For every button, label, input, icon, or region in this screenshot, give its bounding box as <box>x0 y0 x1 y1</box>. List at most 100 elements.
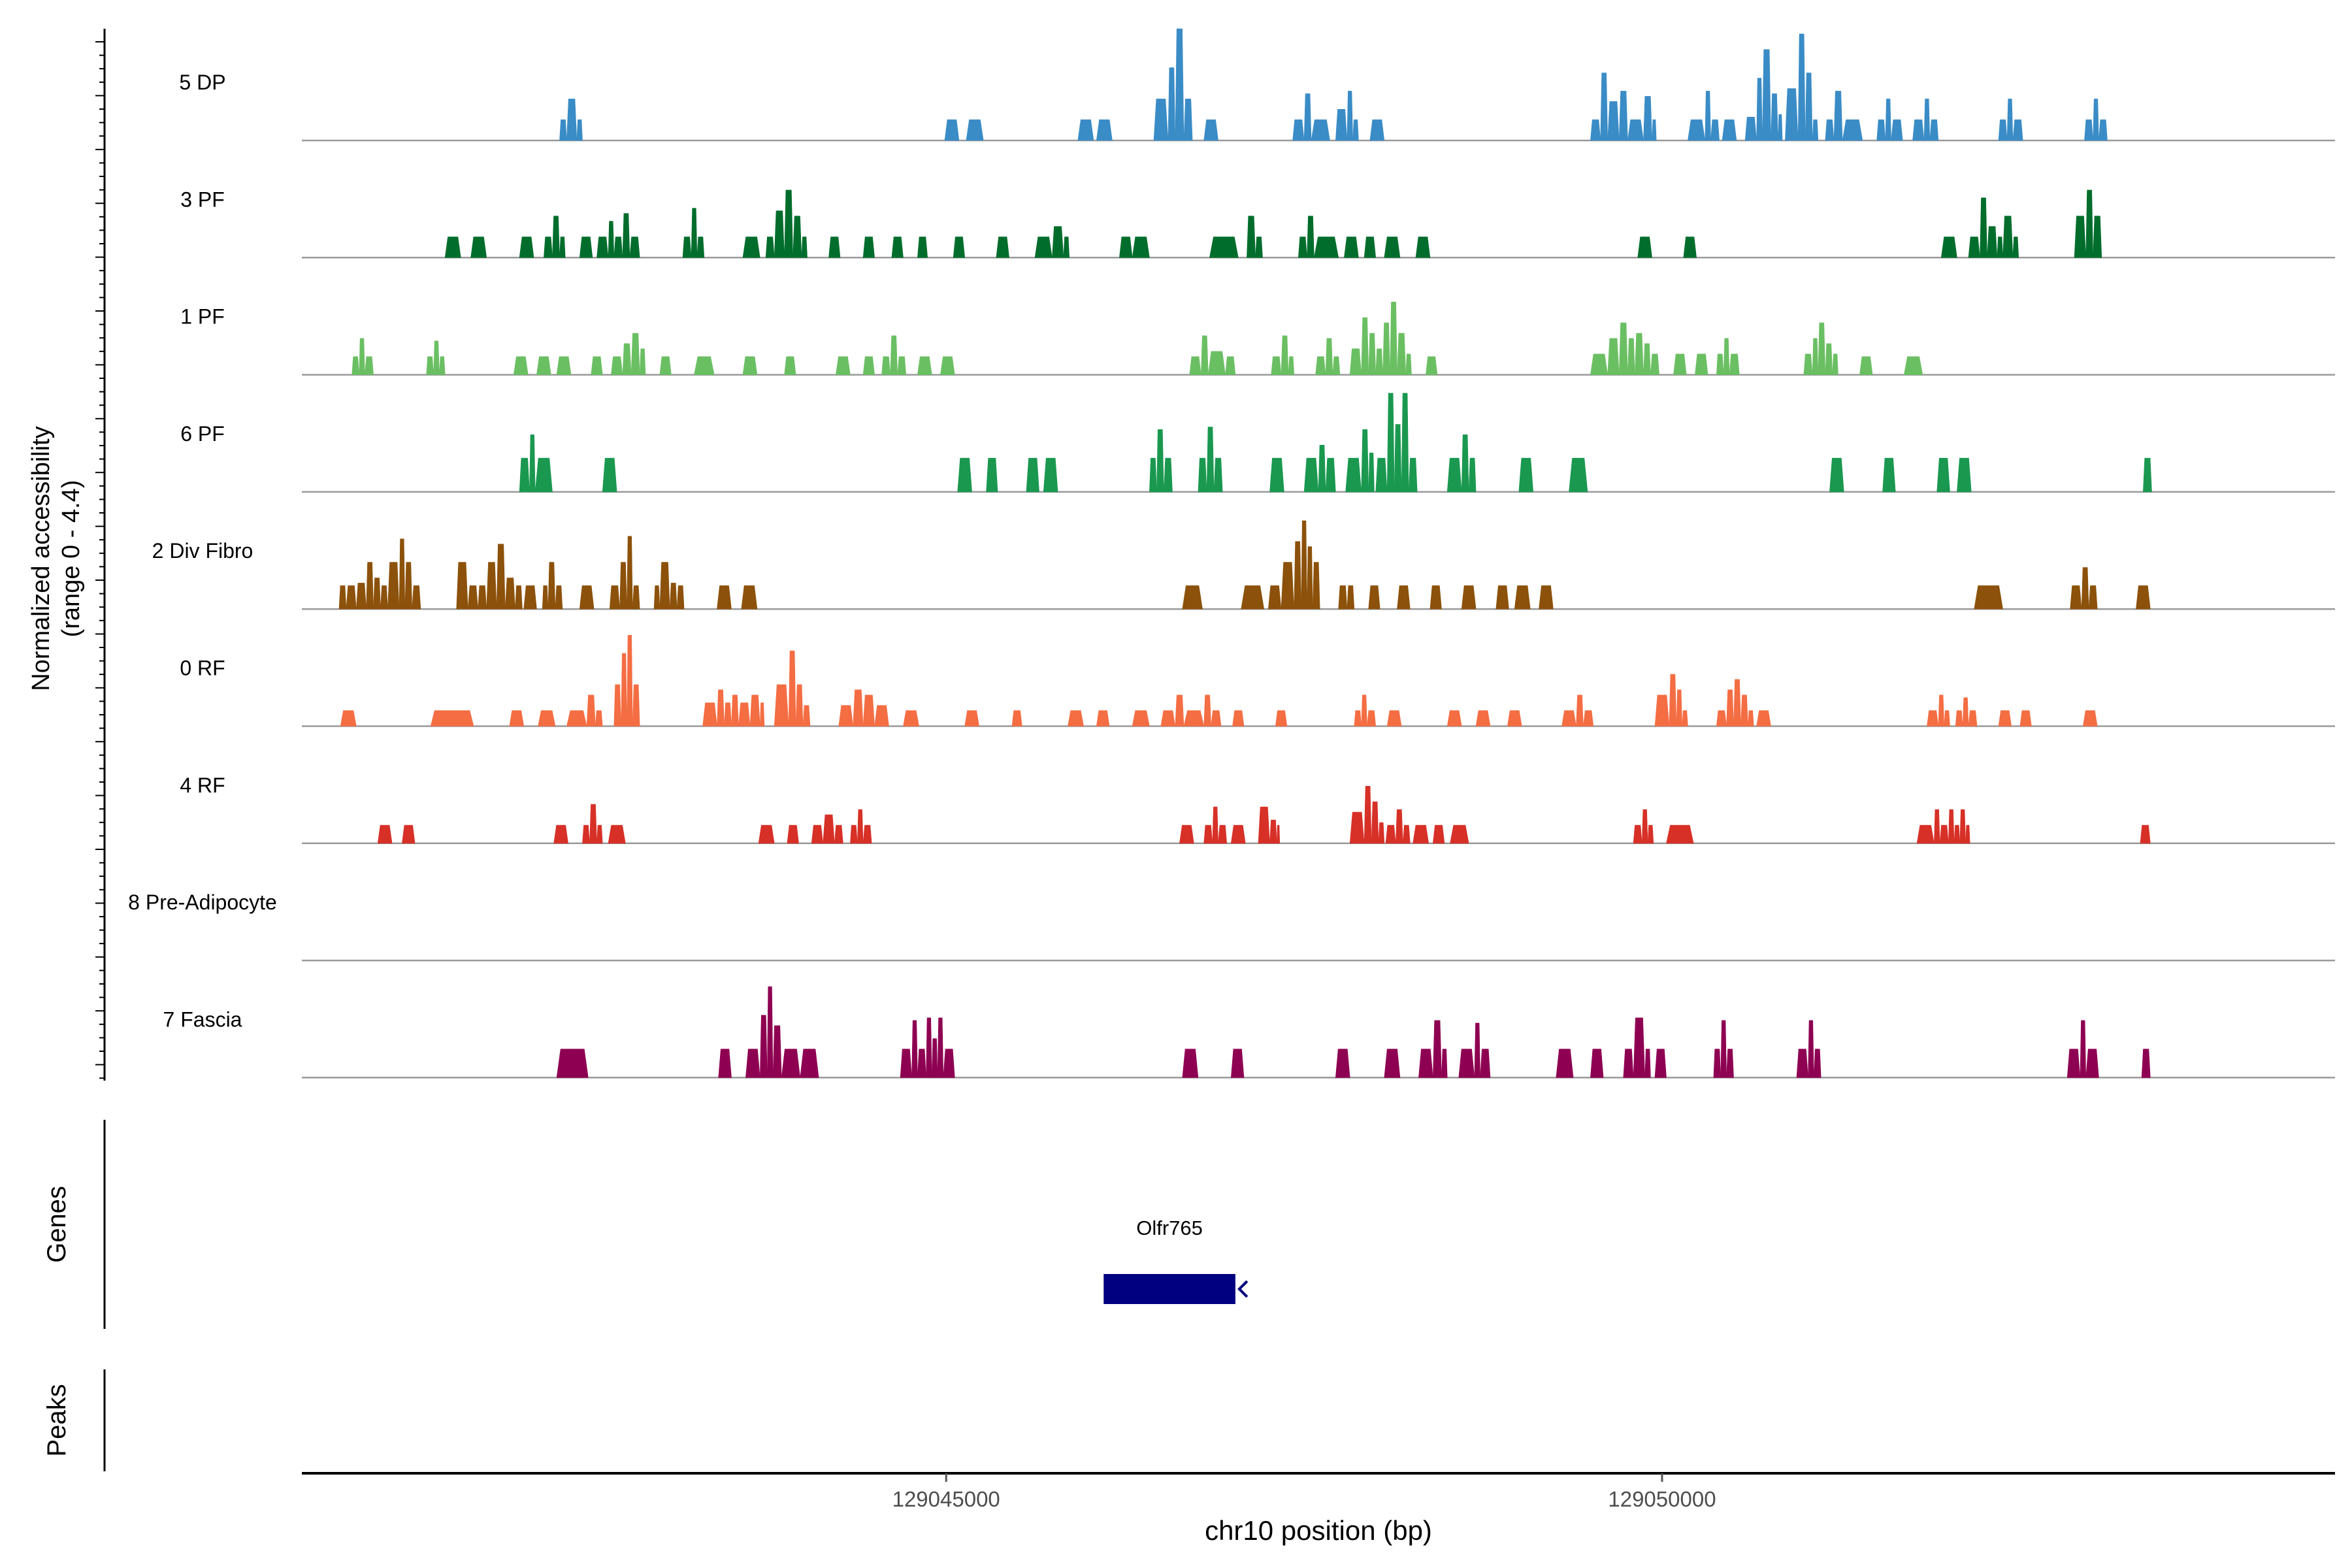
coverage-bar <box>1335 109 1348 141</box>
coverage-bar <box>1275 710 1288 727</box>
coverage-bar <box>402 825 416 844</box>
coverage-bar <box>632 585 640 610</box>
coverage-bar <box>430 710 474 727</box>
coverage-bar <box>579 237 593 258</box>
coverage-bar <box>1683 237 1697 258</box>
coverage-bar <box>1446 710 1462 727</box>
coverage-bar <box>1623 1049 1634 1078</box>
coverage-bar <box>496 544 506 610</box>
coverage-bar <box>802 705 811 727</box>
coverage-bar <box>784 356 796 375</box>
coverage-bar <box>1277 825 1281 844</box>
coverage-bar <box>559 119 567 141</box>
coverage-bar <box>1371 801 1379 844</box>
coverage-bar <box>1361 694 1367 727</box>
coverage-bar <box>731 694 739 727</box>
coverage-bar <box>1882 457 1896 493</box>
coverage-bar <box>749 694 760 727</box>
track-label: 0 RF <box>180 657 225 680</box>
coverage-bar <box>1903 356 1923 375</box>
y-axis-title-line2: (range 0 - 4.4) <box>57 480 85 638</box>
coverage-bar <box>1518 457 1534 493</box>
coverage-bar <box>1461 434 1469 493</box>
coverage-bar <box>724 702 732 727</box>
coverage-bar <box>1338 585 1348 610</box>
coverage-bar <box>1415 237 1431 258</box>
coverage-bar <box>940 356 955 375</box>
coverage-bar <box>470 237 487 258</box>
coverage-bar <box>1797 33 1806 141</box>
coverage-bar <box>595 710 603 727</box>
coverage-bar <box>766 986 774 1078</box>
coverage-bar <box>566 99 578 141</box>
coverage-bar <box>1395 809 1403 844</box>
track-4: 2 Div Fibro <box>152 520 2335 610</box>
coverage-bar <box>632 684 640 727</box>
coverage-bar <box>486 562 497 610</box>
coverage-bar <box>823 814 835 844</box>
coverage-bar <box>1255 237 1263 258</box>
coverage-bar <box>1641 809 1648 844</box>
coverage-bar <box>1507 710 1522 727</box>
coverage-bar <box>547 562 556 610</box>
coverage-bar <box>792 216 802 258</box>
coverage-tracks: 5 DP 3 PF 1 PF 6 PF 2 Div Fibro 0 RF 4 RF 8 Pre… <box>128 28 2335 1079</box>
x-axis-title: chr10 position (bp) <box>1205 1515 1432 1546</box>
coverage-bar <box>1539 585 1554 610</box>
coverage-bar <box>621 653 627 727</box>
coverage-bar <box>926 1017 932 1078</box>
coverage-bar <box>1912 119 1925 141</box>
coverage-bar <box>694 356 715 375</box>
coverage-bar <box>2085 1049 2099 1078</box>
coverage-bar <box>862 237 875 258</box>
coverage-bar <box>1618 322 1628 375</box>
coverage-bar <box>741 585 758 610</box>
coverage-bar <box>1347 91 1353 141</box>
coverage-bar <box>1876 119 1886 141</box>
coverage-bar <box>627 536 633 610</box>
coverage-bar <box>377 825 393 844</box>
coverage-bar <box>1673 353 1687 375</box>
coverage-bar <box>1740 694 1748 727</box>
coverage-bar <box>1627 338 1635 375</box>
coverage-bar <box>609 585 620 610</box>
coverage-bar <box>1633 825 1642 844</box>
coverage-bar <box>1314 237 1339 258</box>
coverage-bar <box>399 538 406 610</box>
coverage-bar <box>1650 353 1659 375</box>
y-axis-title-line1: Normalized accessibility <box>27 426 55 691</box>
coverage-bar <box>519 237 534 258</box>
coverage-bar <box>1654 694 1670 727</box>
coverage-bar <box>2006 99 2014 141</box>
coverage-bar <box>800 1049 819 1078</box>
coverage-bar <box>1241 585 1265 610</box>
coverage-bar <box>1189 356 1201 375</box>
coverage-bar <box>1318 444 1326 493</box>
coverage-bar <box>1939 825 1949 844</box>
coverage-bar <box>717 585 732 610</box>
coverage-bar <box>774 684 789 727</box>
track-label: 2 Div Fibro <box>152 539 253 563</box>
coverage-bar <box>1354 710 1362 727</box>
coverage-bar <box>1281 335 1289 375</box>
coverage-bar <box>1726 689 1734 727</box>
coverage-bar <box>1583 710 1594 727</box>
coverage-bar <box>1209 237 1239 258</box>
coverage-bar <box>544 237 553 258</box>
coverage-bar <box>1156 429 1164 493</box>
x-tick-label: 129050000 <box>1608 1487 1716 1511</box>
coverage-bar <box>1325 338 1333 375</box>
coverage-bar <box>1307 546 1313 610</box>
coverage-bar <box>340 710 357 727</box>
coverage-bar <box>772 1025 782 1078</box>
coverage-bar <box>1367 710 1377 727</box>
coverage-bar <box>1885 99 1891 141</box>
coverage-bar <box>611 356 623 375</box>
coverage-bar <box>1405 353 1412 375</box>
coverage-bar <box>1307 216 1315 258</box>
coverage-bar <box>538 710 556 727</box>
coverage-bar <box>1607 101 1620 141</box>
coverage-bar <box>373 578 381 610</box>
coverage-bar <box>1203 694 1211 727</box>
coverage-bar <box>1825 343 1833 375</box>
